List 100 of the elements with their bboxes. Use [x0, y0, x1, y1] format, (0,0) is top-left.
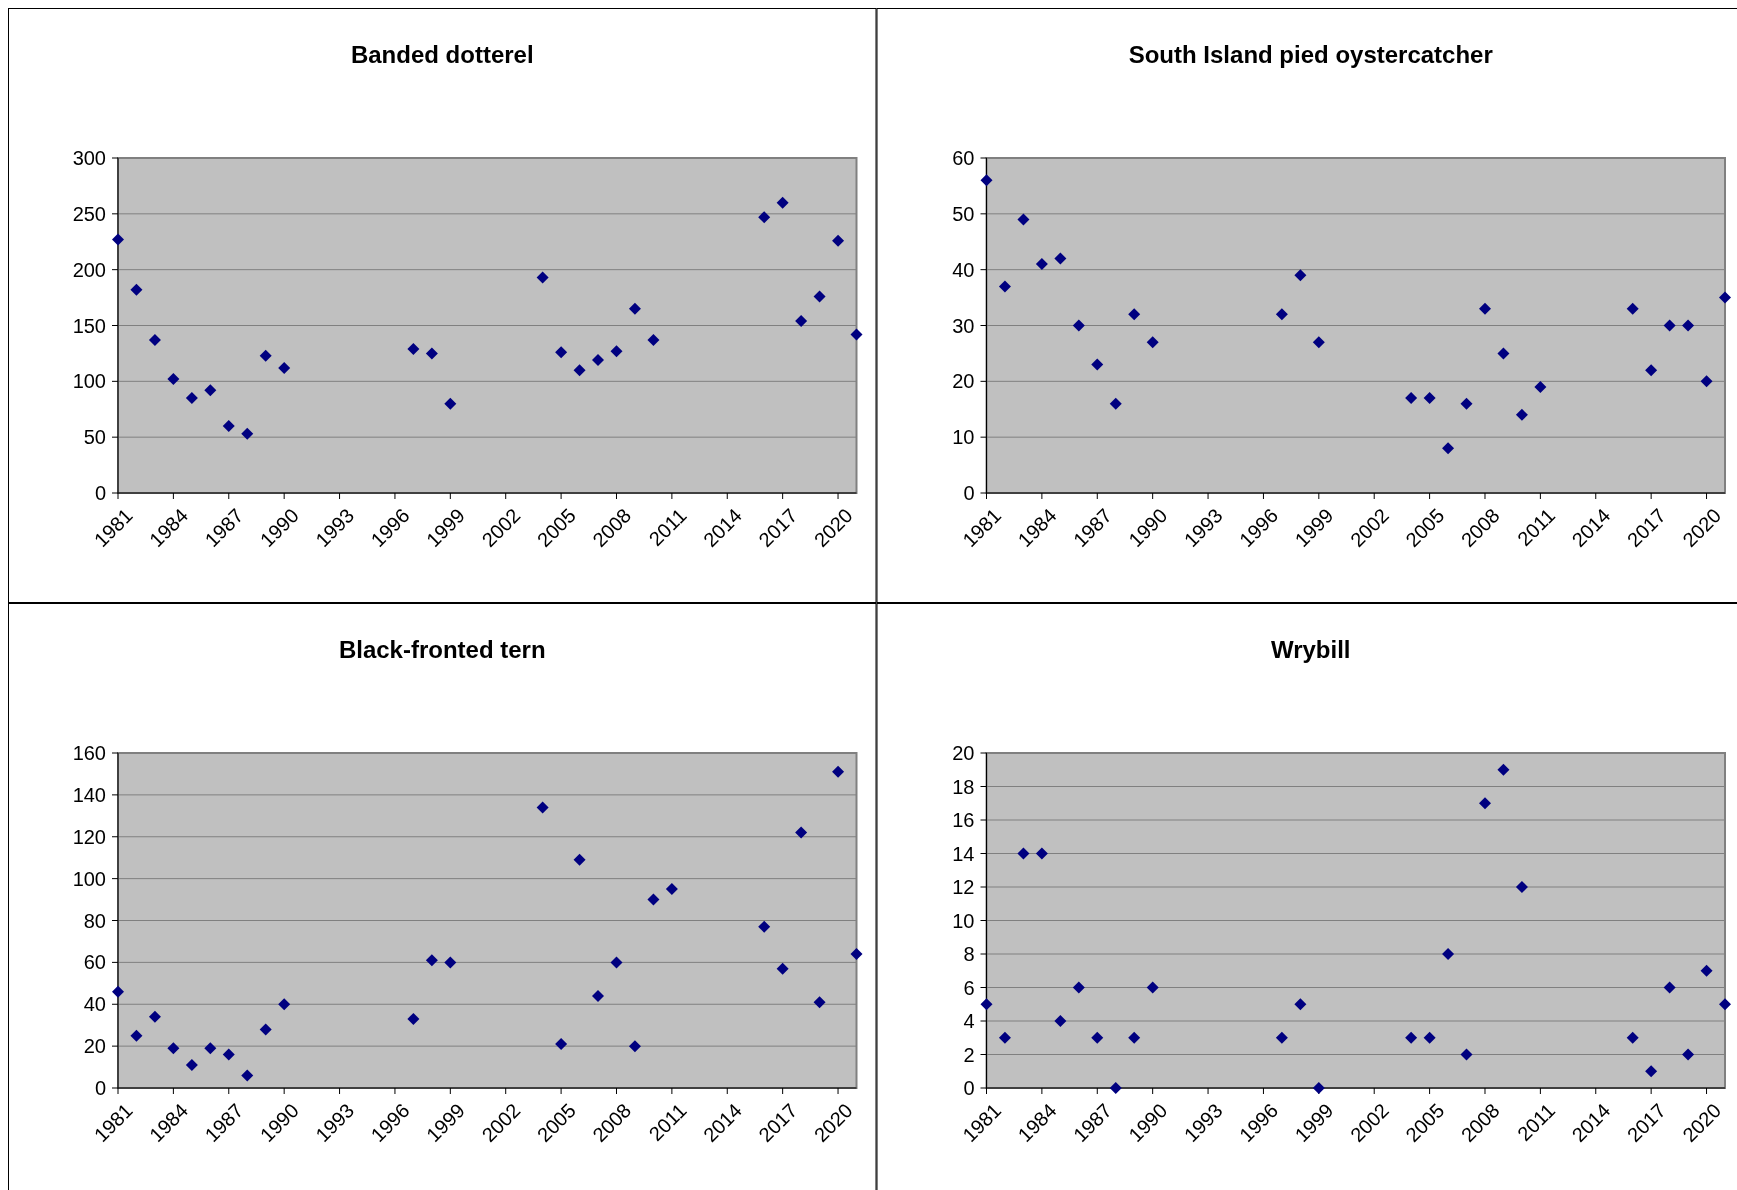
point [980, 998, 993, 1011]
point [425, 954, 438, 967]
y-tick-label: 0 [963, 482, 975, 504]
point [444, 397, 457, 410]
point [222, 1048, 235, 1061]
point [647, 334, 660, 347]
point [610, 345, 623, 358]
point [1645, 364, 1658, 377]
point [130, 283, 143, 296]
y-tick-label: 0 [94, 482, 106, 504]
point [850, 948, 863, 960]
point [1682, 319, 1695, 332]
point [573, 853, 586, 866]
chart-title: Black-fronted tern [338, 636, 546, 663]
y-tick-label: 120 [72, 825, 106, 848]
y-tick-label: 10 [952, 909, 975, 932]
point [1109, 397, 1122, 410]
point [813, 290, 826, 303]
y-tick-label: 100 [72, 867, 106, 890]
point [1312, 336, 1325, 349]
point [278, 998, 291, 1011]
point [241, 1069, 254, 1082]
point [241, 427, 254, 440]
point [1700, 964, 1713, 977]
point [1072, 319, 1085, 332]
point [148, 1010, 161, 1023]
point [776, 962, 789, 975]
point [148, 334, 161, 347]
point [204, 1042, 217, 1055]
point [610, 956, 623, 969]
point [1146, 336, 1159, 349]
point [555, 1038, 568, 1051]
y-tick-label: 30 [952, 314, 975, 337]
y-tick-label: 80 [83, 909, 106, 932]
point [758, 920, 771, 933]
point [998, 1031, 1011, 1044]
y-tick-label: 18 [952, 775, 975, 798]
y-tick-label: 40 [952, 258, 975, 281]
point [1460, 397, 1473, 410]
chart-title: Wrybill [1270, 636, 1351, 663]
y-tick-label: 20 [952, 742, 975, 764]
point [758, 211, 771, 224]
y-tick-label: 60 [952, 147, 975, 169]
point [1534, 380, 1547, 393]
point [112, 985, 124, 998]
point [1663, 319, 1676, 332]
point [1442, 948, 1455, 960]
point [278, 361, 291, 374]
point [1017, 213, 1030, 226]
point [407, 1012, 420, 1025]
point [130, 1029, 143, 1042]
y-tick-label: 150 [72, 314, 106, 337]
point [1460, 1048, 1473, 1061]
point [1072, 981, 1085, 994]
y-tick-label: 14 [952, 842, 975, 865]
point [1700, 375, 1713, 388]
point [1478, 302, 1491, 315]
point [795, 315, 808, 328]
y-tick-label: 100 [72, 370, 106, 393]
point [1054, 1015, 1067, 1027]
y-tick-label: 12 [952, 876, 975, 898]
point [167, 373, 180, 386]
point [1645, 1065, 1658, 1078]
point [1128, 308, 1141, 321]
point [536, 801, 549, 814]
point [444, 956, 457, 969]
point [1663, 981, 1676, 994]
chart-title: Banded dotterel [350, 41, 534, 68]
point [167, 1042, 180, 1055]
point [222, 420, 235, 432]
point [1091, 358, 1104, 371]
point [1294, 269, 1307, 282]
y-tick-label: 10 [952, 426, 975, 449]
y-tick-label: 200 [72, 258, 106, 281]
point [204, 384, 217, 397]
point [1312, 1082, 1325, 1094]
y-tick-label: 250 [72, 202, 106, 225]
point [536, 271, 549, 284]
point [1497, 347, 1510, 360]
point [850, 328, 863, 341]
y-tick-label: 0 [94, 1077, 106, 1099]
point [1515, 408, 1528, 421]
point [1719, 998, 1731, 1011]
point [998, 280, 1011, 293]
y-tick-label: 300 [72, 147, 106, 169]
point [832, 765, 845, 778]
point [628, 302, 641, 315]
point [832, 234, 845, 247]
y-tick-label: 2 [963, 1043, 975, 1066]
chart-title: South Island pied oystercatcher [1128, 41, 1493, 68]
point [1294, 998, 1307, 1011]
point [573, 364, 586, 377]
y-tick-label: 140 [72, 783, 106, 806]
point [1146, 981, 1159, 994]
point [665, 883, 678, 896]
y-tick-label: 8 [963, 943, 975, 965]
point [1275, 308, 1288, 321]
y-tick-label: 4 [963, 1010, 975, 1032]
point [1035, 258, 1048, 271]
point [425, 347, 438, 360]
